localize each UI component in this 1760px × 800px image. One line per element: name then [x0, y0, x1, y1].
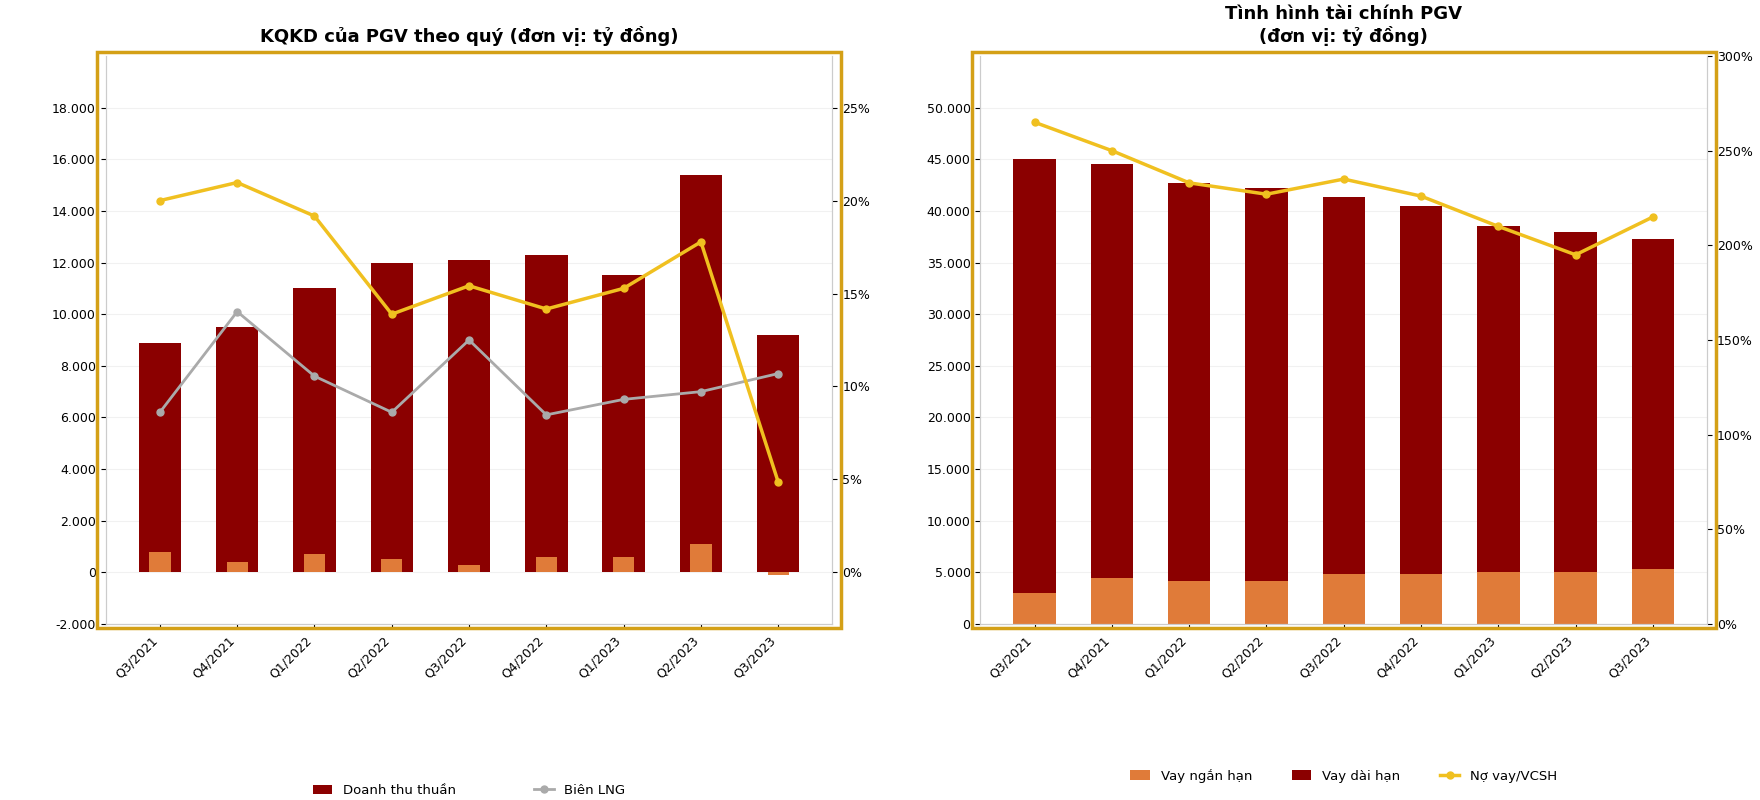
Bar [304, 554, 326, 572]
Bar [1246, 188, 1288, 581]
Bar [1554, 572, 1596, 624]
Bar [679, 174, 722, 572]
Bar [612, 557, 634, 572]
Bar [216, 327, 259, 572]
Bar [1632, 570, 1674, 624]
Bar [1322, 574, 1366, 624]
Legend: Vay ngắn hạn, Vay dài hạn, Nợ vay/VCSH: Vay ngắn hạn, Vay dài hạn, Nợ vay/VCSH [1125, 763, 1563, 788]
Bar [1091, 165, 1133, 578]
Bar [1169, 183, 1211, 581]
Title: Tình hình tài chính PGV
(đơn vị: tỷ đồng): Tình hình tài chính PGV (đơn vị: tỷ đồng… [1225, 5, 1463, 46]
Bar [690, 544, 711, 572]
Bar [1169, 581, 1211, 624]
Legend: Doanh thu thuần, Lãi/(lỗ) thuần sau thuế, Biên LNG, Biên LNR: Doanh thu thuần, Lãi/(lỗ) thuần sau thuế… [308, 778, 630, 800]
Bar [535, 557, 556, 572]
Bar [382, 559, 403, 572]
Bar [371, 262, 414, 572]
Bar [1477, 226, 1519, 572]
Bar [602, 275, 644, 572]
Bar [1399, 206, 1441, 574]
Title: KQKD của PGV theo quý (đơn vị: tỷ đồng): KQKD của PGV theo quý (đơn vị: tỷ đồng) [260, 26, 678, 46]
Bar [757, 335, 799, 572]
Bar [227, 562, 248, 572]
Bar [294, 288, 336, 572]
Bar [1246, 581, 1288, 624]
Bar [1554, 231, 1596, 572]
Bar [150, 552, 171, 572]
Bar [524, 255, 567, 572]
Bar [1399, 574, 1441, 624]
Bar [1014, 593, 1056, 624]
Bar [447, 260, 491, 572]
Bar [458, 565, 480, 572]
Bar [1091, 578, 1133, 624]
Bar [767, 572, 788, 575]
Bar [1322, 198, 1366, 574]
Bar [1014, 159, 1056, 593]
Bar [1477, 572, 1519, 624]
Bar [139, 342, 181, 572]
Bar [1632, 238, 1674, 570]
